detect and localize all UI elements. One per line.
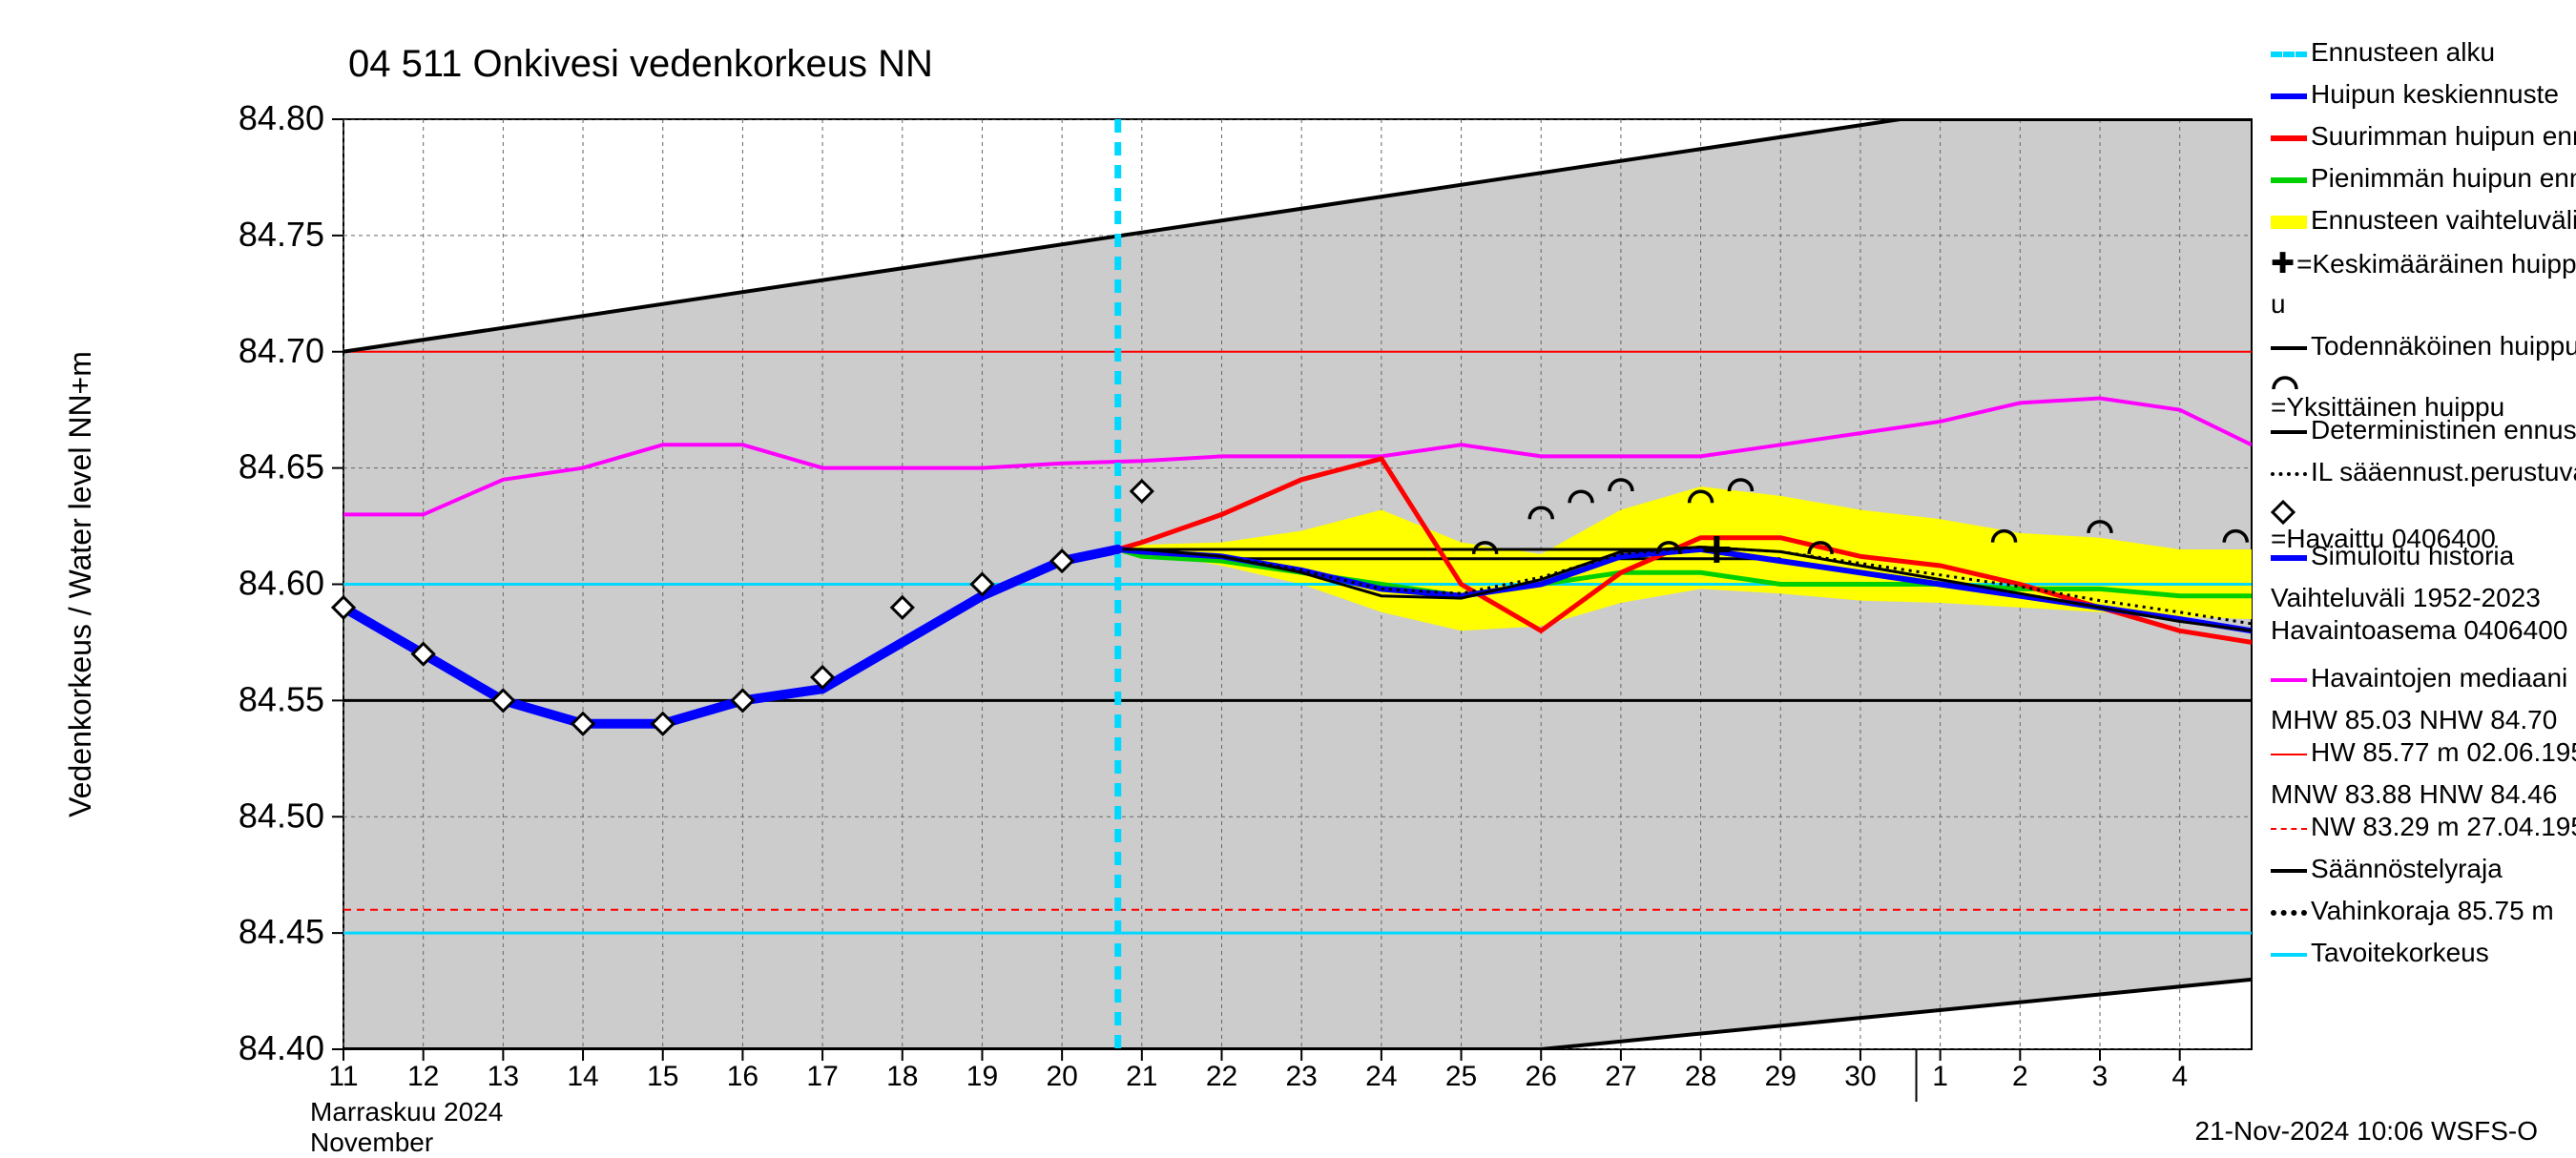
legend-item: Suurimman huipun ennuste: [2271, 122, 2576, 152]
svg-text:14: 14: [567, 1061, 598, 1092]
svg-text:12: 12: [407, 1061, 439, 1092]
legend-item: Vaihteluväli 1952-2023: [2271, 584, 2541, 613]
legend-item: NW 83.29 m 27.04.1958: [2271, 813, 2576, 842]
legend-label: Havaintoasema 0406400: [2271, 615, 2567, 645]
svg-text:27: 27: [1605, 1061, 1636, 1092]
svg-text:30: 30: [1844, 1061, 1876, 1092]
svg-text:Vedenkorkeus / Water level: Vedenkorkeus / Water level NN+m: [63, 351, 97, 817]
svg-text:28: 28: [1685, 1061, 1716, 1092]
svg-text:84.40: 84.40: [239, 1028, 324, 1067]
svg-text:4: 4: [2171, 1061, 2188, 1092]
svg-text:20: 20: [1046, 1061, 1077, 1092]
legend-label: Havaintojen mediaani: [2311, 663, 2567, 693]
legend-label: Säännöstelyraja: [2311, 854, 2503, 883]
legend-label: HW 85.77 m 02.06.1955: [2311, 737, 2576, 767]
svg-text:15: 15: [647, 1061, 678, 1092]
legend-label: Tavoitekorkeus: [2311, 938, 2489, 967]
svg-text:04 511 Onkivesi vedenkorkeus N: 04 511 Onkivesi vedenkorkeus NN: [348, 43, 933, 85]
legend-item: Simuloitu historia: [2271, 542, 2514, 571]
legend-item: Ennusteen alku: [2271, 38, 2495, 68]
legend-label: Vahinkoraja 85.75 m: [2311, 896, 2554, 925]
svg-text:22: 22: [1206, 1061, 1237, 1092]
svg-text:84.55: 84.55: [239, 679, 324, 718]
legend-label: MNW 83.88 HNW 84.46: [2271, 779, 2557, 809]
legend-label: Huipun keskiennuste: [2311, 79, 2559, 109]
x-month-en: November: [310, 1127, 433, 1158]
legend-item: u: [2271, 290, 2286, 320]
svg-text:84.60: 84.60: [239, 564, 324, 603]
svg-text:84.65: 84.65: [239, 447, 324, 486]
legend-item: Deterministinen ennuste: [2271, 416, 2576, 445]
legend-label: Vaihteluväli 1952-2023: [2271, 583, 2541, 612]
svg-text:19: 19: [966, 1061, 998, 1092]
svg-text:24: 24: [1365, 1061, 1397, 1092]
legend-label: Suurimman huipun ennuste: [2311, 121, 2576, 151]
svg-text:25: 25: [1445, 1061, 1477, 1092]
legend-label: Pienimmän huipun ennuste: [2311, 163, 2576, 193]
legend-item: Havaintojen mediaani: [2271, 664, 2567, 693]
svg-text:17: 17: [806, 1061, 838, 1092]
legend-label: Todennäköinen huippu: [2311, 331, 2576, 361]
legend-item: Vahinkoraja 85.75 m: [2271, 897, 2554, 926]
legend-label: IL sääennust.perustuva: [2311, 457, 2576, 486]
legend-item: Ennusteen vaihteluväli: [2271, 206, 2576, 236]
svg-text:18: 18: [886, 1061, 918, 1092]
svg-text:23: 23: [1285, 1061, 1317, 1092]
legend-item: MNW 83.88 HNW 84.46: [2271, 780, 2557, 810]
x-month-fi: Marraskuu 2024: [310, 1097, 503, 1127]
svg-text:11: 11: [328, 1061, 358, 1092]
legend-label: NW 83.29 m 27.04.1958: [2311, 812, 2576, 841]
svg-text:26: 26: [1526, 1061, 1557, 1092]
legend-item: HW 85.77 m 02.06.1955: [2271, 738, 2576, 768]
legend-item: Havaintoasema 0406400: [2271, 616, 2567, 646]
svg-text:29: 29: [1765, 1061, 1797, 1092]
legend-item: Säännöstelyraja: [2271, 855, 2503, 884]
legend-item: Todennäköinen huippu: [2271, 332, 2576, 362]
svg-text:84.45: 84.45: [239, 912, 324, 951]
svg-text:16: 16: [727, 1061, 758, 1092]
legend-label: Ennusteen alku: [2311, 37, 2495, 67]
svg-text:84.75: 84.75: [239, 215, 324, 254]
legend-item: Pienimmän huipun ennuste: [2271, 164, 2576, 194]
legend-label: Simuloitu historia: [2311, 541, 2514, 570]
svg-text:84.70: 84.70: [239, 331, 324, 370]
svg-text:3: 3: [2092, 1061, 2109, 1092]
legend-item: IL sääennust.perustuva: [2271, 458, 2576, 487]
legend-label: Deterministinen ennuste: [2311, 415, 2576, 445]
legend-item: Huipun keskiennuste: [2271, 80, 2559, 110]
water-level-chart: 84.40 84.45 84.50 84.55 84.60 84.65 84.70 84.75…: [0, 0, 2576, 1145]
svg-text:84.80: 84.80: [239, 98, 324, 137]
legend-item: MHW 85.03 NHW 84.70: [2271, 706, 2557, 735]
legend-item: ✚=Keskimääräinen huippu: [2271, 248, 2576, 279]
svg-text:13: 13: [488, 1061, 519, 1092]
svg-text:2: 2: [2012, 1061, 2028, 1092]
svg-text:84.50: 84.50: [239, 796, 324, 835]
footer-timestamp: 21-Nov-2024 10:06 WSFS-O: [2195, 1116, 2539, 1147]
svg-text:21: 21: [1126, 1061, 1157, 1092]
legend-label: =Keskimääräinen huippu: [2296, 249, 2576, 279]
svg-text:1: 1: [1932, 1061, 1948, 1092]
legend-item: Tavoitekorkeus: [2271, 939, 2489, 968]
legend-label: Ennusteen vaihteluväli: [2311, 205, 2576, 235]
legend-label: MHW 85.03 NHW 84.70: [2271, 705, 2557, 734]
